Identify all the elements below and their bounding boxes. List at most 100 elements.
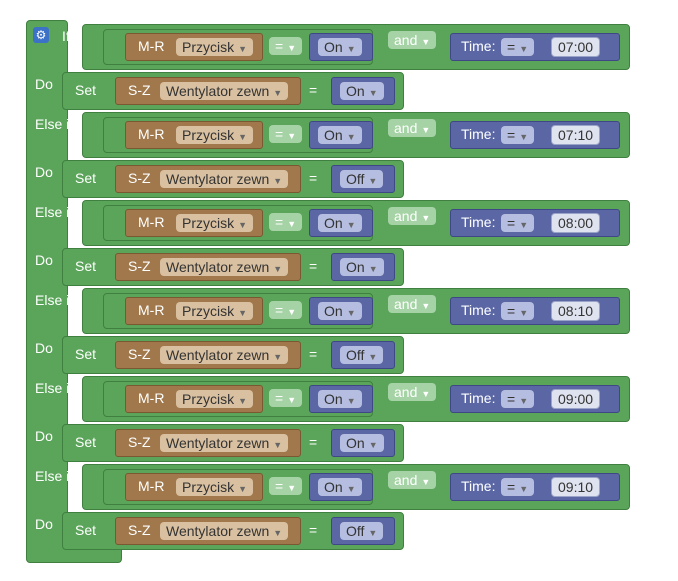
time-input[interactable]: 07:00 bbox=[551, 37, 601, 57]
and-dropdown[interactable]: and ▼ bbox=[388, 207, 437, 225]
set-value-dropdown[interactable]: On ▼ bbox=[340, 82, 384, 100]
set-value-dropdown[interactable]: On ▼ bbox=[340, 258, 384, 276]
set-value-block[interactable]: Off ▼ bbox=[331, 341, 395, 369]
variable-block[interactable]: M-R Przycisk ▼ bbox=[125, 385, 263, 413]
dropdown-arrow-icon: ▼ bbox=[368, 264, 378, 274]
set-variable-block[interactable]: S-Z Wentylator zewn ▼ bbox=[115, 517, 301, 545]
time-block[interactable]: Time: = ▼ 08:00 bbox=[450, 209, 620, 237]
and-dropdown[interactable]: and ▼ bbox=[388, 383, 437, 401]
variable-dropdown[interactable]: Przycisk ▼ bbox=[176, 390, 254, 408]
set-row[interactable]: Set S-Z Wentylator zewn ▼ = On ▼ bbox=[62, 424, 404, 462]
if-block[interactable] bbox=[26, 20, 68, 562]
time-input[interactable]: 07:10 bbox=[551, 125, 601, 145]
condition-row[interactable]: M-R Przycisk ▼ = ▼ On ▼ and ▼ Time: = ▼ 07:10 bbox=[82, 112, 630, 158]
time-input[interactable]: 09:10 bbox=[551, 477, 601, 497]
and-dropdown[interactable]: and ▼ bbox=[388, 471, 437, 489]
operator-dropdown[interactable]: = ▼ bbox=[269, 477, 303, 495]
set-equals: = bbox=[309, 522, 318, 538]
time-input[interactable]: 08:00 bbox=[551, 213, 601, 233]
set-row[interactable]: Set S-Z Wentylator zewn ▼ = Off ▼ bbox=[62, 336, 404, 374]
variable-block[interactable]: M-R Przycisk ▼ bbox=[125, 297, 263, 325]
value-dropdown[interactable]: On ▼ bbox=[318, 38, 362, 56]
set-row[interactable]: Set S-Z Wentylator zewn ▼ = Off ▼ bbox=[62, 160, 404, 198]
set-variable-dropdown[interactable]: Wentylator zewn ▼ bbox=[160, 82, 289, 100]
time-operator-dropdown[interactable]: = ▼ bbox=[501, 38, 535, 56]
condition-row[interactable]: M-R Przycisk ▼ = ▼ On ▼ and ▼ Time: = ▼ 07:00 bbox=[82, 24, 630, 70]
set-value-block[interactable]: On ▼ bbox=[331, 77, 395, 105]
set-variable-block[interactable]: S-Z Wentylator zewn ▼ bbox=[115, 341, 301, 369]
set-value-block[interactable]: Off ▼ bbox=[331, 165, 395, 193]
time-block[interactable]: Time: = ▼ 08:10 bbox=[450, 297, 620, 325]
time-operator-dropdown[interactable]: = ▼ bbox=[501, 390, 535, 408]
variable-dropdown[interactable]: Przycisk ▼ bbox=[176, 214, 254, 232]
time-operator-dropdown[interactable]: = ▼ bbox=[501, 214, 535, 232]
set-variable-block[interactable]: S-Z Wentylator zewn ▼ bbox=[115, 253, 301, 281]
set-variable-dropdown[interactable]: Wentylator zewn ▼ bbox=[160, 170, 289, 188]
time-label: Time: bbox=[461, 214, 496, 230]
value-block[interactable]: On ▼ bbox=[309, 209, 373, 237]
operator-dropdown[interactable]: = ▼ bbox=[269, 125, 303, 143]
set-variable-dropdown[interactable]: Wentylator zewn ▼ bbox=[160, 346, 289, 364]
value-dropdown[interactable]: On ▼ bbox=[318, 478, 362, 496]
set-equals: = bbox=[309, 258, 318, 274]
value-block[interactable]: On ▼ bbox=[309, 473, 373, 501]
value-dropdown[interactable]: On ▼ bbox=[318, 390, 362, 408]
set-row[interactable]: Set S-Z Wentylator zewn ▼ = On ▼ bbox=[62, 248, 404, 286]
value-dropdown[interactable]: On ▼ bbox=[318, 214, 362, 232]
set-value-block[interactable]: Off ▼ bbox=[331, 517, 395, 545]
time-operator-dropdown-label: = bbox=[507, 303, 516, 319]
variable-block[interactable]: M-R Przycisk ▼ bbox=[125, 473, 263, 501]
set-row[interactable]: Set S-Z Wentylator zewn ▼ = Off ▼ bbox=[62, 512, 404, 550]
time-input[interactable]: 09:00 bbox=[551, 389, 601, 409]
operator-dropdown[interactable]: = ▼ bbox=[269, 37, 303, 55]
variable-dropdown[interactable]: Przycisk ▼ bbox=[176, 302, 254, 320]
variable-block[interactable]: M-R Przycisk ▼ bbox=[125, 33, 263, 61]
set-variable-dropdown[interactable]: Wentylator zewn ▼ bbox=[160, 258, 289, 276]
and-dropdown[interactable]: and ▼ bbox=[388, 295, 437, 313]
variable-block[interactable]: M-R Przycisk ▼ bbox=[125, 209, 263, 237]
condition-row[interactable]: M-R Przycisk ▼ = ▼ On ▼ and ▼ Time: = ▼ 08:00 bbox=[82, 200, 630, 246]
set-value-dropdown[interactable]: Off ▼ bbox=[340, 346, 384, 364]
time-operator-dropdown[interactable]: = ▼ bbox=[501, 478, 535, 496]
value-block[interactable]: On ▼ bbox=[309, 385, 373, 413]
condition-row[interactable]: M-R Przycisk ▼ = ▼ On ▼ and ▼ Time: = ▼ 09:10 bbox=[82, 464, 630, 510]
set-variable-block[interactable]: S-Z Wentylator zewn ▼ bbox=[115, 429, 301, 457]
variable-dropdown[interactable]: Przycisk ▼ bbox=[176, 126, 254, 144]
time-block[interactable]: Time: = ▼ 09:10 bbox=[450, 473, 620, 501]
time-operator-dropdown[interactable]: = ▼ bbox=[501, 126, 535, 144]
time-block[interactable]: Time: = ▼ 07:10 bbox=[450, 121, 620, 149]
set-value-dropdown[interactable]: Off ▼ bbox=[340, 522, 384, 540]
and-dropdown[interactable]: and ▼ bbox=[388, 119, 437, 137]
set-row[interactable]: Set S-Z Wentylator zewn ▼ = On ▼ bbox=[62, 72, 404, 110]
set-value-dropdown[interactable]: Off ▼ bbox=[340, 170, 384, 188]
operator-dropdown[interactable]: = ▼ bbox=[269, 389, 303, 407]
set-value-dropdown[interactable]: On ▼ bbox=[340, 434, 384, 452]
set-variable-dropdown[interactable]: Wentylator zewn ▼ bbox=[160, 522, 289, 540]
set-variable-dropdown[interactable]: Wentylator zewn ▼ bbox=[160, 434, 289, 452]
set-value-block[interactable]: On ▼ bbox=[331, 429, 395, 457]
operator-dropdown[interactable]: = ▼ bbox=[269, 301, 303, 319]
value-dropdown[interactable]: On ▼ bbox=[318, 126, 362, 144]
variable-block[interactable]: M-R Przycisk ▼ bbox=[125, 121, 263, 149]
time-operator-dropdown-label: = bbox=[507, 39, 516, 55]
condition-row[interactable]: M-R Przycisk ▼ = ▼ On ▼ and ▼ Time: = ▼ 08:10 bbox=[82, 288, 630, 334]
set-variable-block[interactable]: S-Z Wentylator zewn ▼ bbox=[115, 77, 301, 105]
value-dropdown[interactable]: On ▼ bbox=[318, 302, 362, 320]
set-value-block[interactable]: On ▼ bbox=[331, 253, 395, 281]
time-block[interactable]: Time: = ▼ 07:00 bbox=[450, 33, 620, 61]
value-block[interactable]: On ▼ bbox=[309, 297, 373, 325]
set-variable-block[interactable]: S-Z Wentylator zewn ▼ bbox=[115, 165, 301, 193]
gear-icon[interactable]: ⚙ bbox=[33, 27, 49, 43]
time-block[interactable]: Time: = ▼ 09:00 bbox=[450, 385, 620, 413]
time-operator-dropdown[interactable]: = ▼ bbox=[501, 302, 535, 320]
condition-row[interactable]: M-R Przycisk ▼ = ▼ On ▼ and ▼ Time: = ▼ 09:00 bbox=[82, 376, 630, 422]
and-dropdown[interactable]: and ▼ bbox=[388, 31, 437, 49]
operator-dropdown[interactable]: = ▼ bbox=[269, 213, 303, 231]
variable-dropdown[interactable]: Przycisk ▼ bbox=[176, 38, 254, 56]
value-block[interactable]: On ▼ bbox=[309, 121, 373, 149]
time-input[interactable]: 08:10 bbox=[551, 301, 601, 321]
value-block[interactable]: On ▼ bbox=[309, 33, 373, 61]
set-variable-group: S-Z bbox=[128, 258, 151, 274]
variable-dropdown[interactable]: Przycisk ▼ bbox=[176, 478, 254, 496]
